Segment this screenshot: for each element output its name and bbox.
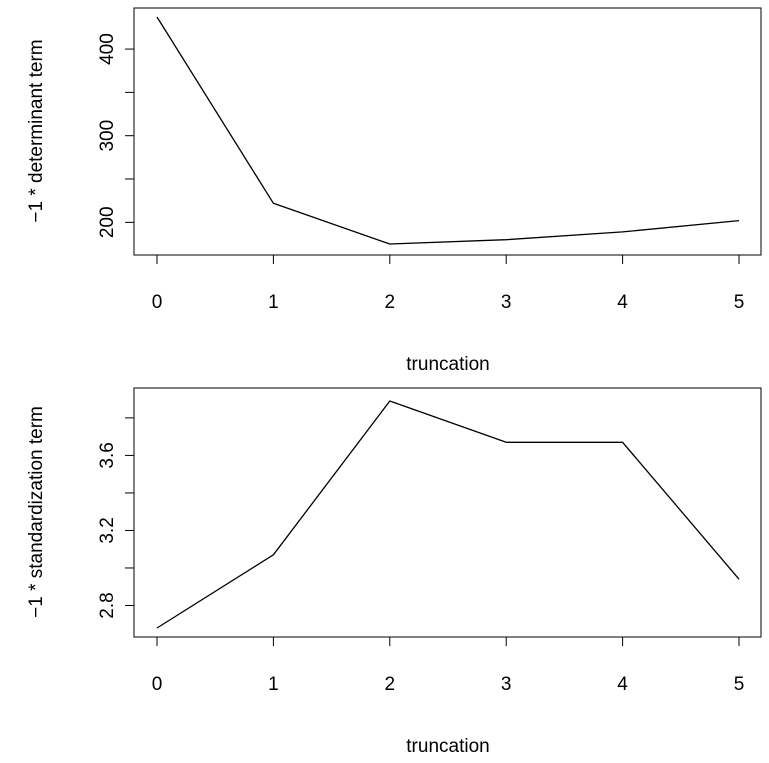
y-tick-label: 2.8: [97, 592, 118, 618]
y-tick-label: 400: [97, 33, 118, 65]
x-tick-label: 1: [268, 292, 279, 313]
series-layer: [156, 16, 740, 245]
series-line: [156, 16, 740, 245]
determinant-panel: 0 1 2 3 4 5 200 300 400 truncation −1 * determi…: [26, 7, 762, 375]
series-line: [156, 400, 740, 629]
x-tick-label: 2: [385, 292, 396, 313]
x-tick-label: 5: [734, 674, 745, 695]
y-tick-label: 3.6: [97, 442, 118, 468]
x-tick-label: 0: [152, 292, 163, 313]
x-tick-label: 0: [152, 674, 163, 695]
x-axis: 0 1 2 3 4 5: [152, 254, 745, 313]
y-tick-label: 3.2: [97, 517, 118, 543]
standardization-panel: 0 1 2 3 4 5 2.8 3.2 3.6 truncation −1 * standar…: [26, 387, 762, 757]
y-tick-label: 300: [97, 120, 118, 152]
x-tick-label: 1: [268, 674, 279, 695]
x-axis: 0 1 2 3 4 5: [152, 636, 745, 695]
x-axis-title: truncation: [406, 736, 489, 757]
plot-frame: [133, 387, 762, 638]
y-axis-title: −1 * standardization term: [26, 406, 47, 618]
x-axis-title: truncation: [406, 354, 489, 375]
x-tick-label: 3: [501, 674, 512, 695]
x-tick-label: 4: [617, 674, 628, 695]
y-axis: 2.8 3.2 3.6: [97, 417, 135, 619]
x-tick-label: 4: [617, 292, 628, 313]
y-axis: 200 300 400: [97, 33, 135, 238]
x-tick-label: 2: [385, 674, 396, 695]
y-tick-label: 200: [97, 206, 118, 238]
series-layer: [156, 400, 740, 629]
y-axis-title: −1 * determinant term: [26, 39, 47, 222]
x-tick-label: 3: [501, 292, 512, 313]
x-tick-label: 5: [734, 292, 745, 313]
